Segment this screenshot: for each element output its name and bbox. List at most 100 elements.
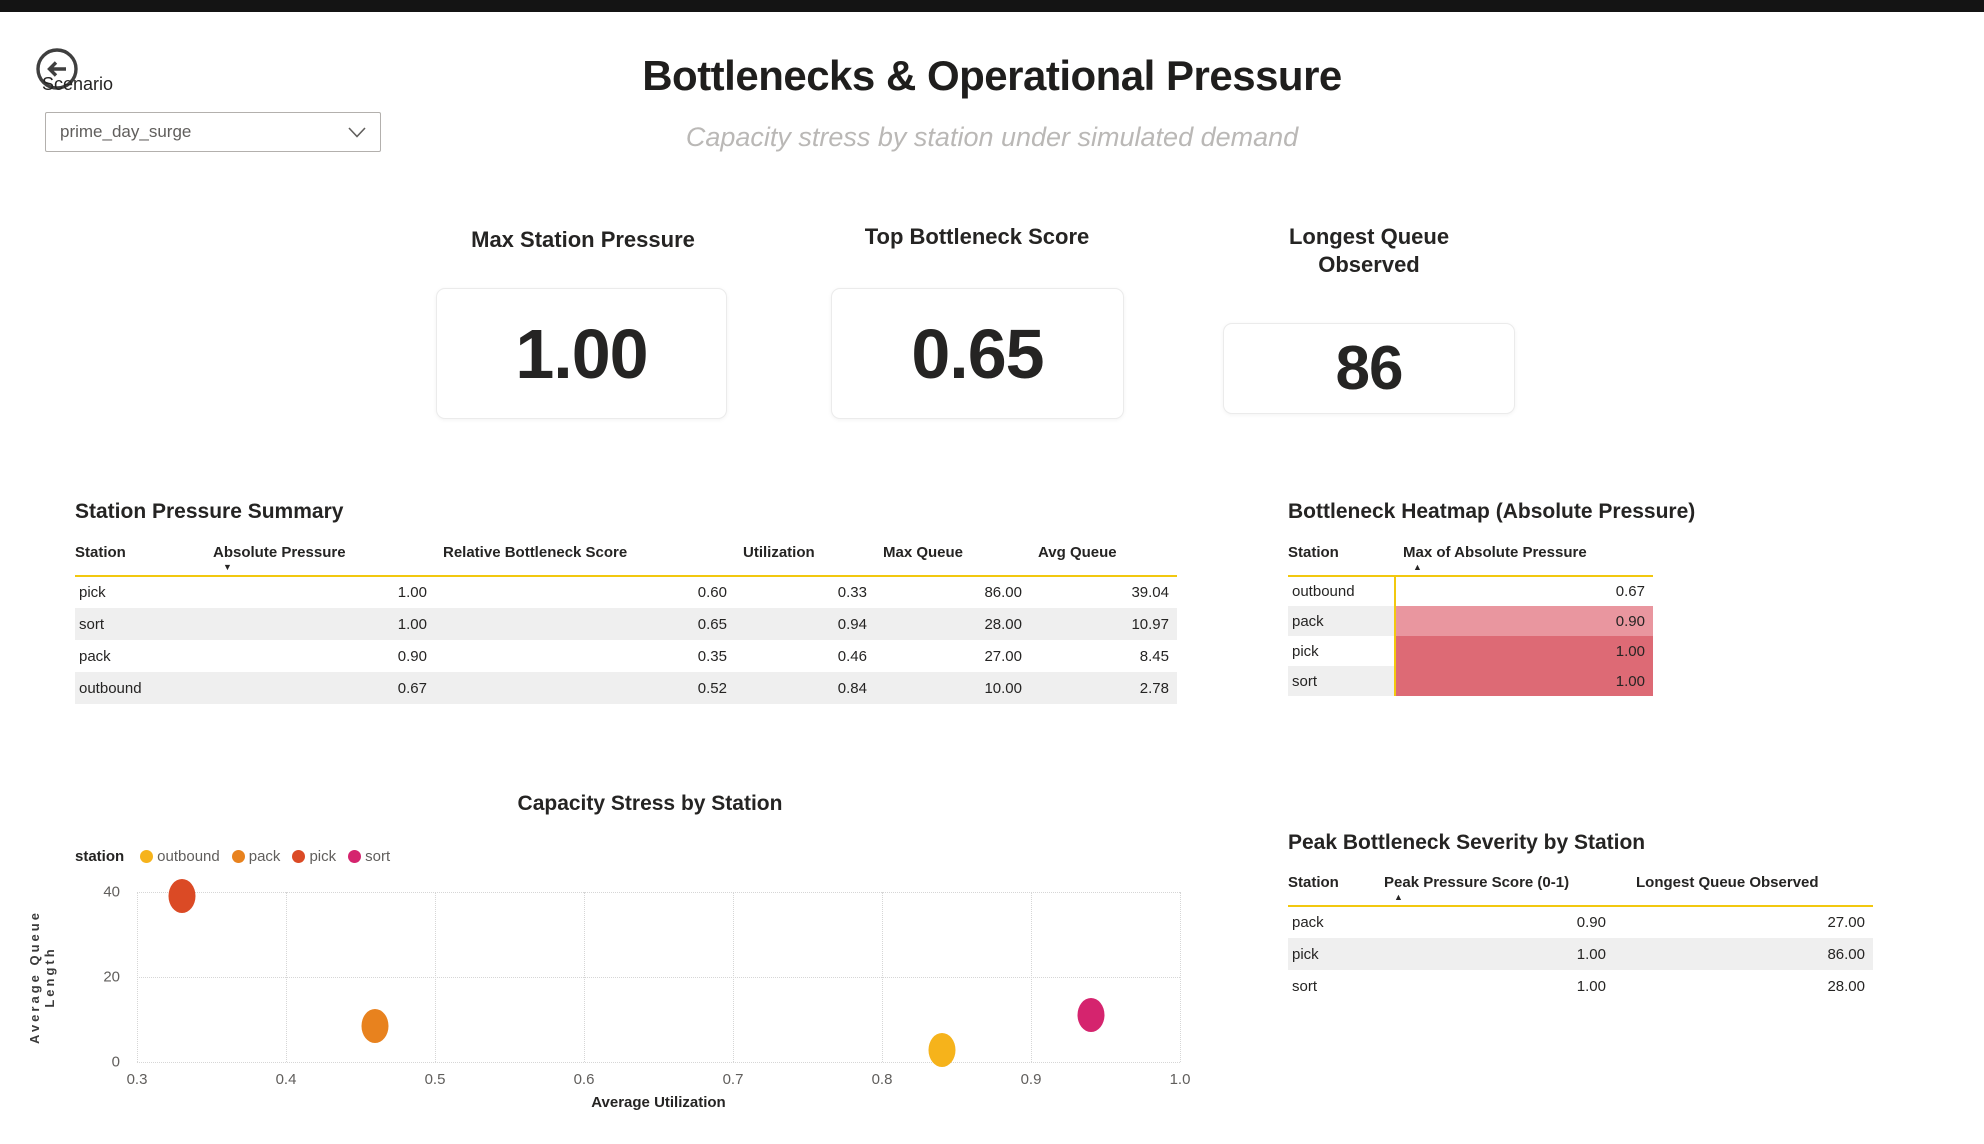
legend-item-pack[interactable]: pack [231, 848, 281, 865]
column-header-max-of-absolute-pressure[interactable]: Max of Absolute Pressure ▲ [1395, 542, 1653, 576]
cell-value: 1.00 [397, 584, 427, 601]
cell-station: outbound [75, 672, 205, 704]
cell-value: 10.97 [1030, 608, 1177, 640]
gridline [137, 892, 1180, 893]
column-header-absolute-pressure[interactable]: Absolute Pressure ▼ [205, 542, 435, 576]
legend-dot-icon [140, 850, 154, 863]
heatmap-table-row-pack[interactable]: pack 0.90 [1288, 606, 1653, 636]
cell-value: 0.33 [837, 584, 867, 601]
cell-value: 8.45 [1139, 647, 1169, 665]
column-header-peak-pressure-score-0-1-[interactable]: Peak Pressure Score (0-1) ▲ [1376, 872, 1628, 906]
column-header-station[interactable]: Station [75, 542, 205, 576]
gridline [733, 892, 734, 1062]
cell-station: pack [1292, 914, 1324, 931]
column-header-relative-bottleneck-score[interactable]: Relative Bottleneck Score [435, 542, 735, 576]
sort-indicator-icon [1038, 561, 1177, 575]
back-button[interactable] [34, 46, 80, 92]
sort-indicator-icon: ▲ [1394, 892, 1403, 902]
kpi-title-max-station-pressure: Max Station Pressure [471, 227, 695, 252]
cell-value: 27.00 [1827, 914, 1865, 931]
cell-heatmap-value: 1.00 [1394, 636, 1653, 666]
y-tick-label: 20 [103, 968, 120, 986]
x-tick-label: 0.9 [1020, 1071, 1042, 1088]
x-tick-label: 1.0 [1169, 1071, 1191, 1088]
legend-item-sort[interactable]: sort [348, 848, 390, 865]
sort-indicator-icon: ▼ [223, 562, 232, 572]
y-axis-title: Average Queue Length [27, 910, 57, 1044]
scatter-point-outbound[interactable] [928, 1033, 956, 1068]
x-tick-label: 0.8 [871, 1071, 893, 1088]
x-axis-title: Average Utilization [591, 1094, 726, 1111]
column-header-utilization[interactable]: Utilization [735, 542, 875, 576]
y-tick-label: 40 [103, 883, 120, 901]
legend-series-label: station [75, 848, 125, 865]
page-title: Bottlenecks & Operational Pressure [642, 52, 1342, 99]
heatmap-table-title: Bottleneck Heatmap (Absolute Pressure) [1288, 500, 1696, 523]
cell-heatmap-value: 0.90 [1394, 606, 1653, 636]
sort-indicator-icon [1288, 561, 1395, 575]
cell-value: 1.00 [205, 608, 435, 640]
gridline [1031, 892, 1032, 1062]
column-header-longest-queue-observed[interactable]: Longest Queue Observed [1628, 872, 1873, 906]
legend-item-label: pack [248, 848, 281, 865]
gridline [137, 977, 1180, 978]
sort-indicator-icon: ▲ [1413, 562, 1422, 572]
scatter-point-pack[interactable] [361, 1009, 389, 1044]
peak-table-row-pick[interactable]: pick 1.00 86.00 [1288, 938, 1873, 970]
heatmap-table-row-pick[interactable]: pick 1.00 [1288, 636, 1653, 666]
scatter-chart-title: Capacity Stress by Station [517, 792, 783, 815]
summary-table-title: Station Pressure Summary [75, 500, 344, 523]
kpi-title-top-bottleneck-score: Top Bottleneck Score [864, 224, 1090, 249]
summary-table-row-pick[interactable]: pick 1.00 0.60 0.33 86.00 39.04 [75, 576, 1177, 608]
summary-table-row-pack[interactable]: pack 0.90 0.35 0.46 27.00 8.45 [75, 640, 1177, 672]
cell-station: pick [1288, 938, 1376, 970]
cell-value: 86.00 [1628, 938, 1873, 970]
summary-table-body: pick 1.00 0.60 0.33 86.00 39.04 sort 1.00 0.65 0.… [75, 576, 1177, 704]
cell-station: pack [79, 647, 111, 665]
column-header-avg-queue[interactable]: Avg Queue [1030, 542, 1177, 576]
gridline [137, 892, 138, 1062]
scenario-slicer-label: Scenario [42, 74, 114, 94]
summary-table-row-outbound[interactable]: outbound 0.67 0.52 0.84 10.00 2.78 [75, 672, 1177, 704]
sort-indicator-icon [1636, 891, 1873, 905]
heatmap-table-row-outbound[interactable]: outbound 0.67 [1288, 576, 1653, 606]
peak-table-body: pack 0.90 27.00 pick 1.00 86.00 sort 1.00 28.00 [1288, 906, 1873, 1002]
heatmap-table-row-sort[interactable]: sort 1.00 [1288, 666, 1653, 696]
scenario-dropdown-value: prime_day_surge [60, 122, 192, 141]
legend-item-pick[interactable]: pick [292, 848, 336, 865]
cell-value: 0.90 [397, 647, 427, 665]
cell-heatmap-value: 0.67 [1394, 576, 1653, 606]
scenario-dropdown[interactable]: prime_day_surge [45, 112, 381, 152]
peak-table-row-pack[interactable]: pack 0.90 27.00 [1288, 906, 1873, 938]
column-header-station[interactable]: Station [1288, 872, 1376, 906]
x-tick-label: 0.6 [573, 1071, 595, 1088]
cell-value: 0.90 [1576, 914, 1606, 931]
summary-table-row-sort[interactable]: sort 1.00 0.65 0.94 28.00 10.97 [75, 608, 1177, 640]
cell-value: 0.35 [697, 647, 727, 665]
x-tick-label: 0.5 [424, 1071, 446, 1088]
page-subtitle: Capacity stress by station under simulat… [685, 122, 1299, 152]
cell-station: pack [1288, 606, 1395, 636]
cell-station: pick [79, 584, 106, 601]
gridline [882, 892, 883, 1062]
scatter-plot-area [137, 879, 1181, 1068]
legend-item-outbound[interactable]: outbound [140, 848, 220, 865]
column-header-max-queue[interactable]: Max Queue [875, 542, 1030, 576]
chevron-down-icon [348, 126, 366, 138]
kpi-value-longest-queue-observed: 86 [1335, 334, 1404, 403]
y-tick-label: 0 [111, 1053, 120, 1071]
scatter-legend: station outbound pack pick sort [75, 848, 390, 865]
legend-item-label: outbound [157, 848, 220, 865]
gridline [1180, 892, 1181, 1062]
cell-station: outbound [1292, 583, 1355, 600]
column-header-station[interactable]: Station [1288, 542, 1395, 576]
scatter-point-pick[interactable] [168, 879, 196, 914]
gridline [584, 892, 585, 1062]
sort-indicator-icon [883, 561, 1030, 575]
scatter-point-sort[interactable] [1077, 998, 1105, 1033]
peak-table-row-sort[interactable]: sort 1.00 28.00 [1288, 970, 1873, 1002]
kpi-value-top-bottleneck-score: 0.65 [911, 314, 1044, 393]
legend-item-label: sort [365, 848, 391, 865]
cell-value: 86.00 [984, 584, 1022, 601]
